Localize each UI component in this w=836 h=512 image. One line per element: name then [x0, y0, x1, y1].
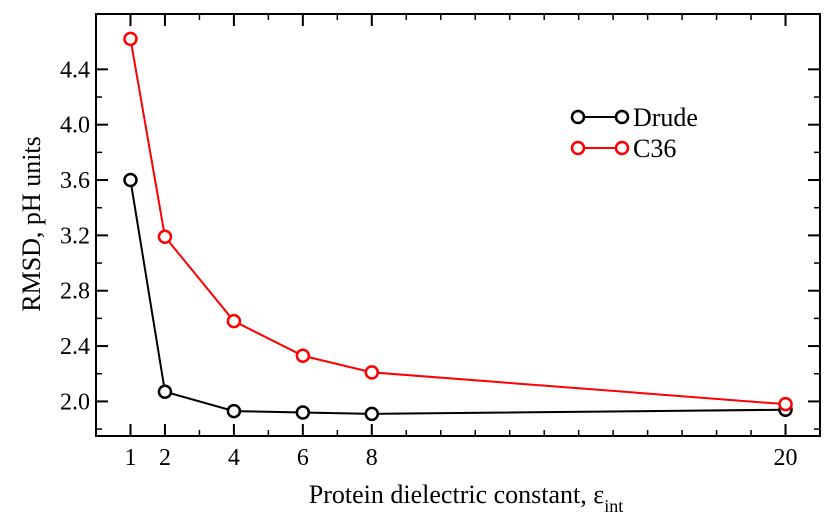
tick-labels: 1 2 4 6 8 20 2.0 2.4 2.8 3.2 3.6 4.0 4.4 [60, 57, 798, 471]
data-point-c36 [778, 396, 793, 412]
x-tick-label: 6 [297, 445, 309, 471]
data-point-drude [226, 403, 242, 419]
plot-border [95, 13, 821, 437]
legend-label-drude: Drude [633, 103, 698, 132]
x-tick-label: 8 [366, 445, 378, 471]
legend-label-c36: C36 [633, 134, 676, 163]
y-axis-title: RMSD, pH units [17, 136, 46, 312]
series-line-c36 [129, 38, 786, 406]
legend-item-drude: Drude [570, 103, 698, 132]
y-tick-label: 2.0 [60, 389, 90, 415]
x-tick-label: 20 [774, 445, 798, 471]
data-point-c36 [295, 348, 311, 364]
data-point-c36 [157, 229, 173, 245]
legend-item-c36: C36 [570, 134, 676, 163]
legend-marker-c36 [614, 140, 630, 156]
series-c36 [123, 31, 793, 412]
plot-frame [95, 13, 821, 437]
data-point-drude [295, 405, 311, 420]
y-tick-label: 4.0 [60, 113, 90, 139]
data-point-drude [364, 406, 380, 422]
x-tick-label: 1 [124, 445, 136, 471]
data-point-c36 [123, 31, 138, 47]
series-layer [123, 31, 793, 422]
legend-marker-drude [614, 109, 630, 125]
legend-marker-drude [570, 109, 586, 125]
axis-ticks [96, 14, 821, 436]
y-tick-label: 3.6 [60, 168, 90, 194]
data-point-drude [157, 384, 173, 399]
x-axis-title: Protein dielectric constant, εint [309, 480, 623, 512]
x-tick-label: 4 [228, 445, 240, 471]
data-point-c36 [226, 313, 242, 329]
y-tick-label: 4.4 [60, 57, 90, 83]
legend-marker-c36 [570, 140, 586, 156]
data-point-drude [123, 172, 138, 188]
y-tick-label: 2.4 [60, 334, 90, 360]
x-axis-title-main: Protein dielectric constant, ε [309, 480, 604, 509]
x-tick-label: 2 [159, 445, 171, 471]
y-tick-label: 2.8 [60, 279, 90, 305]
y-tick-label: 3.2 [60, 223, 90, 249]
data-point-c36 [364, 365, 380, 380]
x-axis-title-subscript: int [604, 496, 623, 512]
series-drude [123, 172, 793, 422]
series-line-drude [129, 179, 786, 415]
